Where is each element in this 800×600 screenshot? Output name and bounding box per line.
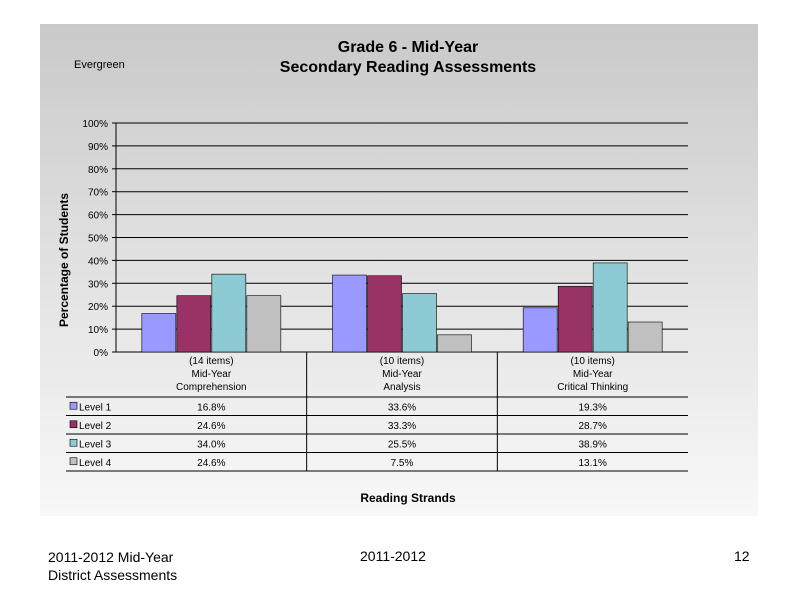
data-table: (14 items) Mid-Year Comprehension (10 items… (66, 352, 688, 472)
y-tick-label: 80% (88, 165, 108, 176)
footer-center: 2011-2012 (360, 548, 426, 564)
legend-label: Level 1 (79, 402, 112, 413)
y-tick-labels: 0% 10% 20% 30% 40% 50% 60% 70% 80% 90% 100% (82, 119, 108, 359)
category-label-line2: Analysis (383, 382, 420, 393)
footer-left: 2011-2012 Mid-Year District Assessments (48, 548, 177, 584)
bar-level-2-cat1 (176, 295, 212, 353)
data-label: 28.7% (578, 421, 606, 432)
y-tick-label: 60% (88, 211, 108, 222)
bar-level-3-cat2 (402, 293, 437, 353)
bars (141, 262, 663, 353)
bar-level-2-cat2 (367, 275, 402, 353)
bar-level-1-cat3 (522, 307, 558, 353)
legend-label: Level 4 (79, 458, 112, 469)
legend-label: Level 2 (79, 421, 112, 432)
bar-level-2-cat3 (557, 285, 593, 353)
data-label: 33.3% (388, 421, 416, 432)
gridlines (112, 122, 688, 353)
legend-swatch (69, 420, 78, 429)
legend-swatch (69, 457, 78, 466)
data-label: 7.5% (391, 458, 414, 469)
category-label-line1: Mid-Year (192, 369, 232, 380)
y-tick-label: 90% (88, 142, 108, 153)
y-tick-label: 10% (88, 325, 108, 336)
y-tick-label: 20% (88, 302, 108, 313)
legend-swatch (69, 438, 78, 447)
chart-subtitle: Secondary Reading Assessments (280, 59, 537, 76)
data-label: 34.0% (197, 439, 225, 450)
data-label: 24.6% (197, 421, 225, 432)
category-label-line1: Mid-Year (573, 369, 613, 380)
corner-label: Evergreen (74, 59, 125, 71)
data-label: 19.3% (578, 402, 606, 413)
footer-left-line1: 2011-2012 Mid-Year (48, 549, 174, 565)
y-tick-label: 40% (88, 256, 108, 267)
category-label-line2: Comprehension (176, 382, 247, 393)
data-label: 38.9% (578, 439, 606, 450)
category-items-label: (10 items) (380, 356, 424, 367)
bar-level-4-cat1 (246, 295, 282, 353)
y-tick-label: 0% (94, 348, 109, 359)
y-tick-label: 50% (88, 234, 108, 245)
bar-level-3-cat1 (211, 273, 247, 353)
bar-level-1-cat2 (332, 274, 367, 353)
data-label: 24.6% (197, 458, 225, 469)
data-label: 33.6% (388, 402, 416, 413)
y-tick-label: 70% (88, 188, 108, 199)
category-items-label: (14 items) (189, 356, 233, 367)
bar-level-4-cat3 (627, 321, 663, 353)
x-axis-label: Reading Strands (360, 491, 456, 505)
bar-level-1-cat1 (141, 313, 177, 353)
bar-level-3-cat3 (592, 262, 628, 353)
y-tick-label: 100% (82, 119, 108, 130)
data-label: 25.5% (388, 439, 416, 450)
chart-title: Grade 6 - Mid-Year (338, 39, 479, 56)
category-label-line2: Critical Thinking (557, 382, 628, 393)
y-axis-label: Percentage of Students (57, 193, 71, 327)
category-items-label: (10 items) (570, 356, 614, 367)
data-label: 13.1% (578, 458, 606, 469)
data-label: 16.8% (197, 402, 225, 413)
y-tick-label: 30% (88, 279, 108, 290)
category-label-line1: Mid-Year (382, 369, 422, 380)
bar-level-4-cat2 (437, 334, 472, 353)
legend-label: Level 3 (79, 439, 112, 450)
page-number: 12 (734, 548, 750, 564)
footer-left-line2: District Assessments (48, 567, 178, 583)
legend-swatch (69, 401, 78, 410)
